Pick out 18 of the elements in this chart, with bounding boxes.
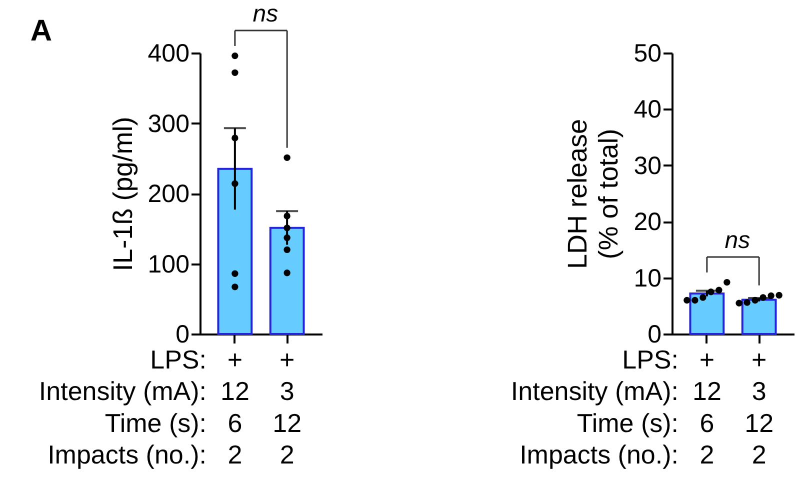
y-tick-label: 100 [148,250,190,278]
y-axis-title: LDH release (% of total) [562,118,624,270]
x-tick-label: + 3 12 2 [272,344,302,470]
y-axis-title: IL-1ß (pg/ml) [108,116,138,272]
chart-title: A [30,14,52,48]
y-tick-label: 300 [148,110,190,138]
x-tick-label: + 3 12 2 [744,344,774,470]
x-tick-label: + 12 6 2 [692,344,722,470]
x-tick-label: + 12 6 2 [220,344,250,470]
y-tick-label: 30 [634,152,662,180]
y-tick-label: 10 [634,264,662,292]
text: ns [252,0,278,28]
y-tick-label: 200 [148,180,190,208]
y-tick-label: 40 [634,96,662,124]
y-tick-label: 400 [148,40,190,68]
y-tick-label: 20 [634,208,662,236]
y-tick-label: 50 [634,40,662,68]
annotation: ns [724,227,750,254]
